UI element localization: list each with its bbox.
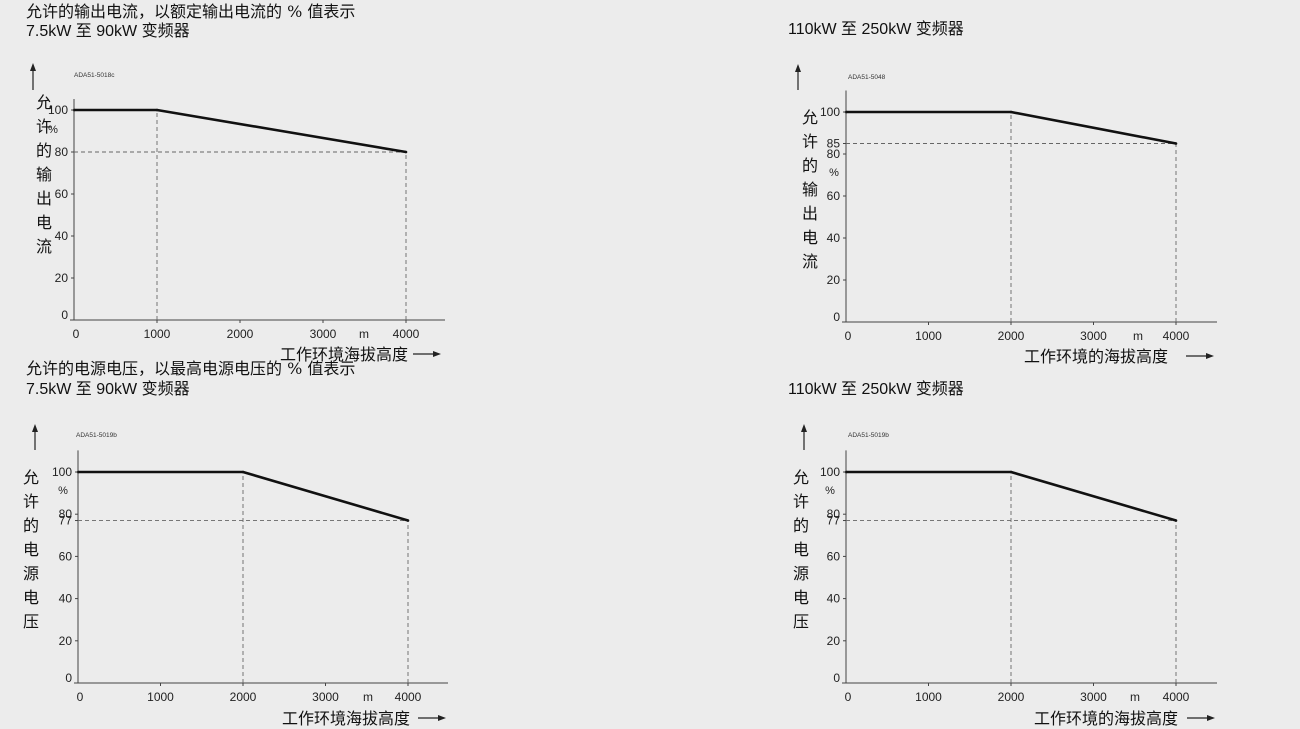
y-tick-label: 60 [827,189,841,203]
figure-code: ADA51-5019b [76,432,117,439]
y-axis-title: 允许的输出电流 [802,108,818,271]
y-unit-label: % [825,485,835,497]
x-axis-arrow-head [1206,353,1214,359]
y-axis-arrow-head [32,424,38,432]
data-point [1009,110,1013,114]
y-tick-label: 0 [833,671,840,685]
y-tick-label: 100 [820,465,840,479]
y-tick-label: 40 [827,592,841,606]
data-point [404,150,408,154]
x-tick-label: 4000 [1163,329,1190,343]
x-tick-label: 1000 [147,690,174,704]
x-tick-label: 4000 [393,327,420,341]
y-tick-label: 77 [59,514,73,528]
x-axis-arrow-head [433,351,441,357]
y-tick-label: 40 [55,229,69,243]
y-tick-label: 100 [820,105,840,119]
x-tick-label: 3000 [1080,329,1107,343]
x-tick-label: 0 [845,690,852,704]
figure-code: ADA51-5018c [74,72,115,79]
x-unit-label: m [1133,329,1143,343]
x-tick-label: 3000 [310,327,337,341]
y-tick-label: 40 [59,592,73,606]
x-axis-title: 工作环境海拔高度 [282,709,410,728]
x-tick-label: 3000 [1080,690,1107,704]
data-point [1174,142,1178,145]
y-tick-label: 100 [52,465,72,479]
y-tick-label: 60 [55,187,69,201]
x-unit-label: m [363,690,373,704]
x-tick-label: 3000 [312,690,339,704]
y-tick-label: 60 [827,549,841,563]
y-tick-label: 77 [827,514,841,528]
y-tick-label: 0 [833,310,840,324]
y-tick-label: 0 [61,308,68,322]
figure-code: ADA51-5048 [848,74,886,81]
current-section-title: 允许的输出电流，以额定输出电流的 % 值表示 [26,2,356,21]
y-axis-title: 允许的电源电压 [23,468,39,631]
chart-3-subtitle: 7.5kW 至 90kW 变频器 [26,381,190,398]
y-tick-label: 100 [48,103,68,117]
x-axis-title: 工作环境海拔高度 [280,345,408,364]
x-tick-label: 4000 [1163,690,1190,704]
y-axis-arrow-head [30,63,36,71]
y-axis-title: 允许的输出电流 [36,93,52,256]
x-axis-arrow-head [438,715,446,721]
y-tick-label: 85 [827,137,841,151]
y-tick-label: 80 [59,507,73,521]
y-tick-label: 0 [65,671,72,685]
y-tick-label: 80 [55,145,69,159]
x-axis-arrow-head [1207,715,1215,721]
data-point [406,519,410,522]
x-tick-label: 0 [845,329,852,343]
x-axis-title: 工作环境的海拔高度 [1034,709,1178,728]
y-tick-label: 60 [59,549,73,563]
x-tick-label: 1000 [915,690,942,704]
x-axis-title: 工作环境的海拔高度 [1024,347,1168,366]
data-point [1174,519,1178,522]
voltage-section-title: 允许的电源电压，以最高电源电压的 % 值表示 [26,359,356,378]
x-tick-label: 4000 [395,690,422,704]
y-tick-label: 40 [827,231,841,245]
y-tick-label: 80 [827,147,841,161]
x-tick-label: 1000 [915,329,942,343]
x-unit-label: m [359,327,369,341]
y-unit-label: % [58,485,68,497]
y-tick-label: 80 [827,507,841,521]
data-point [241,470,245,474]
chart-1-subtitle: 7.5kW 至 90kW 变频器 [26,23,190,40]
y-tick-label: 20 [55,271,69,285]
x-tick-label: 1000 [144,327,171,341]
chart-2-subtitle: 110kW 至 250kW 变频器 [788,21,964,38]
y-unit-label: % [829,167,839,179]
x-tick-label: 2000 [998,329,1025,343]
data-point [1009,470,1013,474]
x-tick-label: 0 [73,327,80,341]
data-series-line [74,108,407,154]
y-tick-label: 20 [827,634,841,648]
y-tick-label: 20 [59,634,73,648]
x-unit-label: m [1130,690,1140,704]
y-axis-arrow-head [795,64,801,72]
y-axis-arrow-head [801,424,807,432]
y-axis-title: 允许的电源电压 [793,468,809,631]
figure-code: ADA51-5019b [848,432,889,439]
x-tick-label: 0 [77,690,84,704]
x-tick-label: 2000 [230,690,257,704]
x-tick-label: 2000 [998,690,1025,704]
data-point [155,108,159,112]
y-unit-label: % [48,124,58,136]
x-tick-label: 2000 [227,327,254,341]
y-tick-label: 20 [827,273,841,287]
chart-4-subtitle: 110kW 至 250kW 变频器 [788,381,964,398]
